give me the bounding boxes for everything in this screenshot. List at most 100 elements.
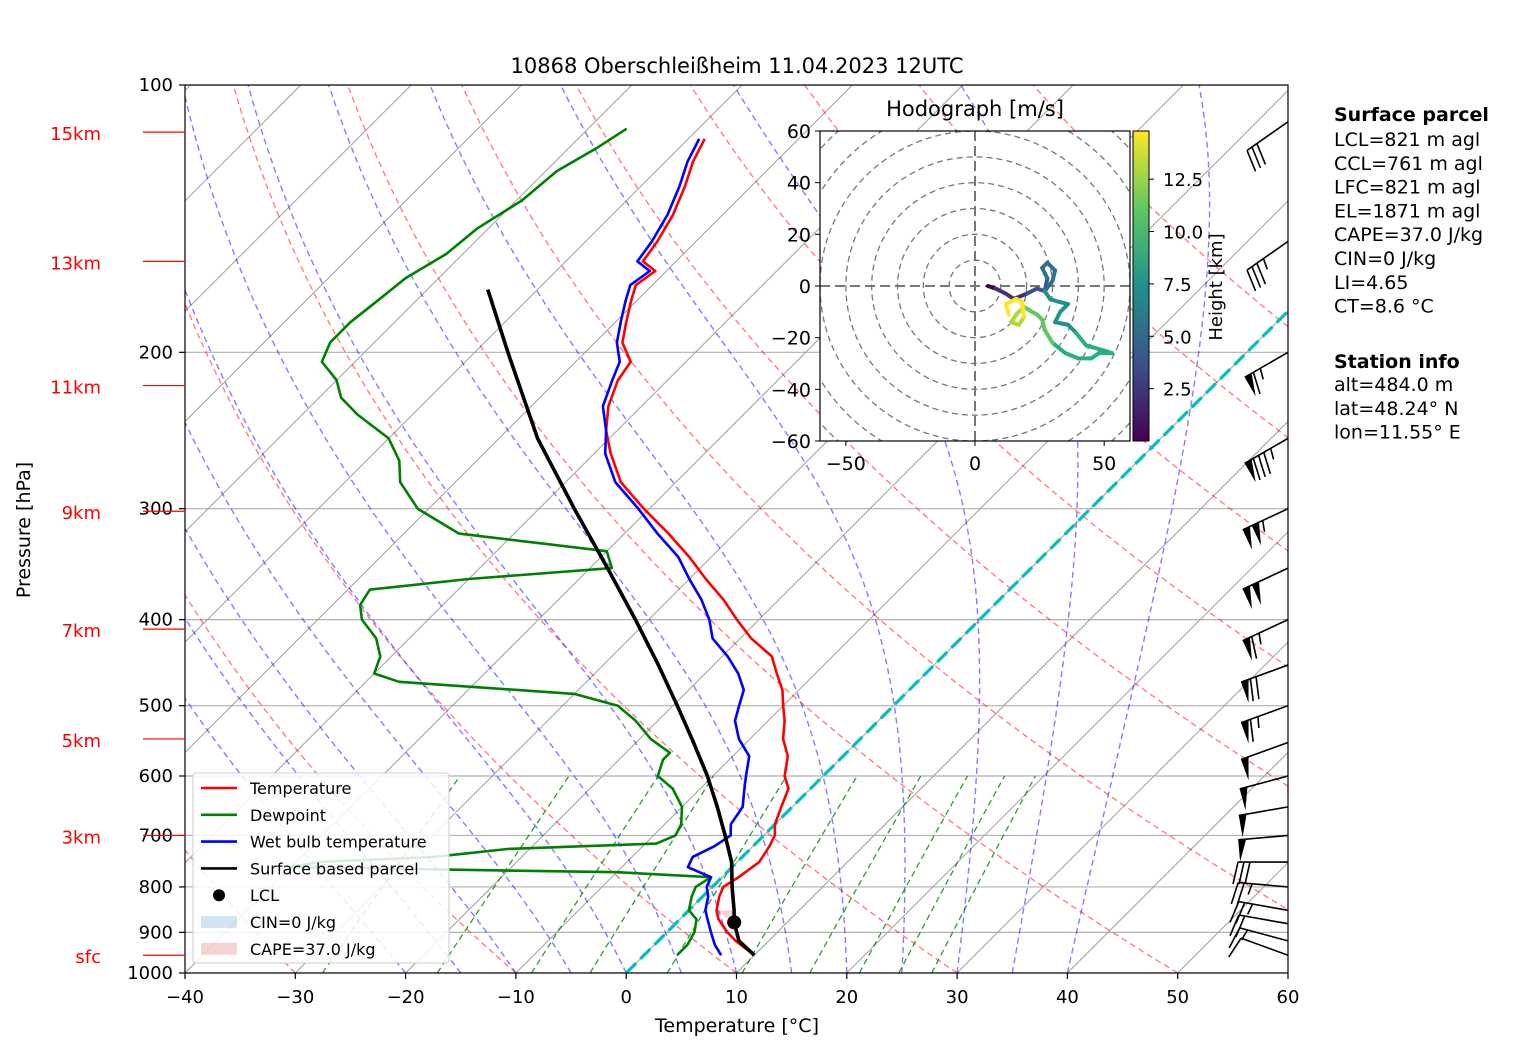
- surface-based-parcel-line: [486, 289, 756, 957]
- mixing-ratio-line: [809, 775, 922, 973]
- wind-barb-pennant: [1242, 526, 1252, 550]
- dry-adiabat-line: [461, 85, 1288, 911]
- wind-barb-half-flag: [1240, 929, 1249, 941]
- isotherm-line: [185, 85, 412, 312]
- x-tick-label: 0: [620, 987, 631, 1008]
- hodograph-segment: [1050, 340, 1068, 356]
- wind-barb: [1246, 121, 1289, 172]
- x-tick-label: 60: [1277, 987, 1300, 1008]
- wind-barb: [1244, 351, 1289, 397]
- wind-barb: [1238, 806, 1289, 838]
- wind-barb: [1242, 507, 1289, 550]
- hodograph-y-tick-label: −40: [771, 379, 811, 401]
- wind-barb-staff: [1238, 834, 1289, 841]
- surface-parcel-line: LFC=821 m agl: [1334, 177, 1481, 199]
- wind-barb-staff: [1242, 618, 1289, 642]
- temperature-line: [604, 138, 790, 957]
- mixing-ratio-line: [589, 775, 715, 973]
- hodograph-segment: [1042, 327, 1055, 345]
- height-label: 15km: [50, 124, 101, 145]
- wind-barb: [1238, 834, 1289, 862]
- wind-barb-flag: [1246, 150, 1257, 172]
- isotherm-line: [1067, 751, 1288, 973]
- y-tick-label: 500: [139, 696, 173, 717]
- hodograph-inset: −50 0 50 60 40 20 0 −20 −40 −60 Hodograph [m/s] 2…: [771, 97, 1227, 475]
- surface-parcel-title: Surface parcel: [1334, 104, 1489, 126]
- x-tick-label: 20: [835, 987, 858, 1008]
- isotherm-line: [736, 420, 1288, 973]
- wind-barb-half-flag: [1258, 633, 1262, 645]
- wind-barb-flag: [1228, 937, 1242, 958]
- wind-barb-pennant: [1242, 585, 1252, 610]
- x-tick-label: −20: [387, 987, 425, 1008]
- wind-barb-flag: [1235, 915, 1246, 938]
- isotherm-line: [185, 85, 633, 533]
- hodograph-y-tick-label: −20: [771, 328, 811, 350]
- hodograph-segment: [1084, 343, 1107, 353]
- hodograph-segment: [1019, 299, 1027, 319]
- hodograph-segment: [1004, 302, 1011, 317]
- wind-barb: [1228, 937, 1289, 958]
- moist-adiabat-line: [185, 420, 572, 973]
- colorbar-tick-label: 12.5: [1163, 170, 1203, 191]
- hodograph-title: Hodograph [m/s]: [886, 97, 1064, 121]
- wind-barb-flag: [1238, 861, 1245, 885]
- colorbar-tick-label: 5.0: [1163, 327, 1192, 348]
- wind-barb: [1240, 704, 1289, 744]
- wind-barb-flag: [1256, 262, 1267, 285]
- isotherm-line: [956, 641, 1288, 973]
- wind-barb: [1229, 900, 1289, 924]
- hodograph-axes: −50 0 50 60 40 20 0 −20 −40 −60: [771, 121, 1116, 475]
- colorbar-tick-label: 10.0: [1163, 223, 1203, 244]
- y-tick-label: 1000: [127, 963, 173, 984]
- wind-barb-flag: [1230, 882, 1239, 905]
- y-tick-label: 400: [139, 610, 173, 631]
- height-label: 9km: [62, 503, 101, 524]
- wind-barb-flag: [1249, 678, 1255, 702]
- legend-swatch: [201, 942, 237, 955]
- wind-barb-pennant: [1242, 637, 1252, 661]
- legend-swatch: [201, 916, 237, 928]
- moist-adiabat-line: [185, 287, 627, 973]
- mixing-ratio-line: [436, 775, 570, 973]
- wind-barb-pennant: [1241, 756, 1249, 781]
- moist-adiabat-line: [328, 85, 793, 973]
- legend-label: LCL: [250, 886, 279, 905]
- wind-barb-pennant: [1244, 459, 1256, 483]
- y-tick-label: 200: [139, 342, 173, 363]
- legend-label: CIN=0 J/kg: [250, 913, 336, 932]
- hodograph-x-tick-label: 0: [969, 453, 981, 475]
- wind-barb-half-flag: [1269, 448, 1275, 460]
- wind-barb-half-flag: [1261, 520, 1266, 532]
- x-tick-label: −40: [166, 987, 204, 1008]
- station-info-line: lon=11.55° E: [1334, 422, 1461, 444]
- legend-swatch: [213, 889, 225, 902]
- wind-barb: [1230, 881, 1289, 905]
- hodograph-ring: [845, 156, 1105, 416]
- wind-barb-flag: [1229, 901, 1240, 923]
- legend: Temperature Dewpoint Wet bulb temperature S…: [192, 772, 450, 964]
- legend-label: Wet bulb temperature: [250, 833, 427, 852]
- hodograph-x-tick-label: −50: [826, 453, 866, 475]
- height-label: sfc: [75, 947, 101, 968]
- station-info-title: Station info: [1334, 351, 1460, 373]
- moist-adiabat-line: [559, 85, 906, 973]
- axes: −40 −30 −20 −10 0 10 20 30 40 50 60100200300400500…: [50, 75, 1299, 1008]
- wind-barb-staff: [1244, 351, 1289, 379]
- wind-barb-half-flag: [1259, 368, 1264, 380]
- height-label: 3km: [62, 827, 101, 848]
- wind-barb-flag: [1235, 902, 1246, 924]
- height-label: 11km: [50, 378, 101, 399]
- wind-barb-half-flag: [1257, 716, 1260, 729]
- y-axis-label: Pressure [hPa]: [13, 462, 35, 598]
- colorbar-ticks: 2.5 5.0 7.5 10.0 12.5: [1149, 170, 1203, 401]
- wind-barb-staff: [1242, 507, 1289, 531]
- wind-barb-flag: [1257, 455, 1266, 478]
- mixing-ratio-line: [931, 775, 1036, 973]
- isotherm-line: [185, 85, 743, 643]
- height-label: 7km: [62, 621, 101, 642]
- wind-barb-pennant: [1244, 373, 1256, 397]
- moist-adiabat-line: [247, 85, 738, 973]
- wind-barb-flag: [1251, 146, 1262, 169]
